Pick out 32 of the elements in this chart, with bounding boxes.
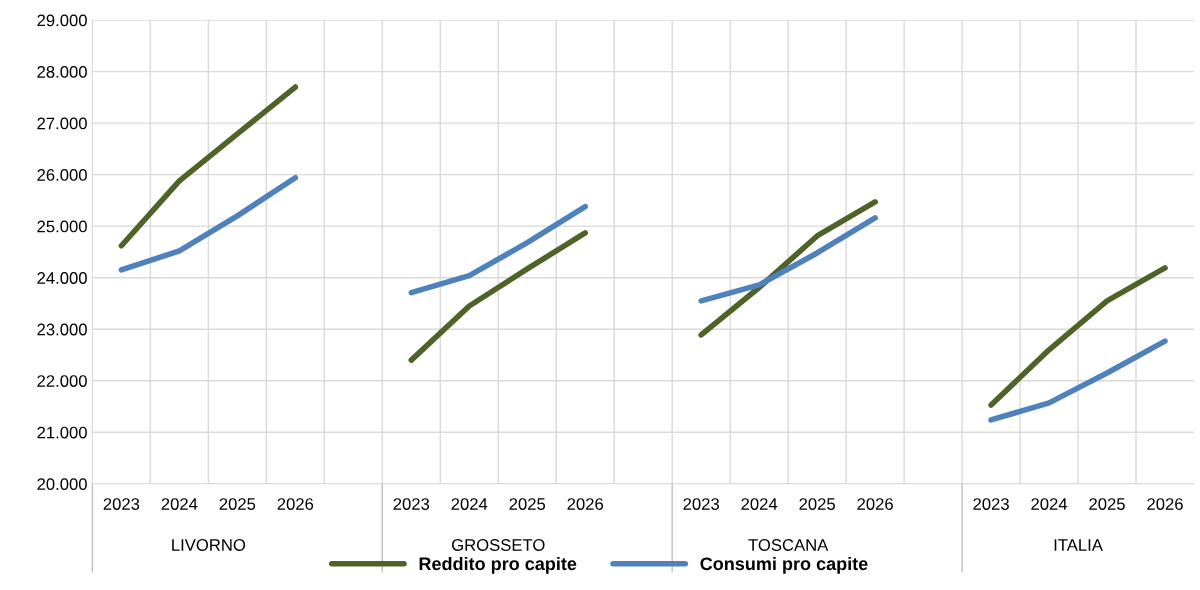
y-tick-label: 22.000: [37, 375, 87, 387]
y-tick-label: 28.000: [37, 65, 87, 78]
text: LIVORNO: [172, 539, 246, 551]
x-tick-label: 2024: [451, 498, 488, 510]
x-tick-label: 2025: [1089, 498, 1125, 510]
y-tick-label: 25.000: [37, 220, 87, 233]
x-tick-label: 2024: [741, 498, 778, 510]
x-tick-label: 2024: [161, 498, 198, 510]
text: ITALIA: [1054, 539, 1103, 551]
legend-label: Reddito pro capite: [419, 556, 577, 574]
x-tick-label: 2025: [219, 498, 256, 510]
y-tick-label: 21.000: [37, 426, 87, 439]
y-tick-label: 26.000: [37, 169, 87, 181]
y-tick-label: 24.000: [37, 272, 87, 284]
x-tick-label: 2026: [1147, 498, 1183, 510]
y-tick-label: 29.000: [37, 14, 87, 27]
text: TOSCANA: [748, 539, 829, 551]
x-tick-label: 2023: [393, 498, 430, 510]
x-tick-label: 2023: [683, 498, 719, 510]
y-tick-label: 27.000: [37, 117, 87, 130]
y-tick-label: 23.000: [37, 323, 87, 336]
x-tick-label: 2026: [857, 498, 893, 510]
x-tick-label: 2026: [567, 498, 604, 510]
x-tick-label: 2026: [277, 498, 314, 510]
text: GROSSETO: [452, 539, 545, 551]
x-tick-label: 2023: [973, 498, 1009, 510]
x-tick-label: 2023: [103, 498, 140, 510]
legend-label: Consumi pro capite: [700, 556, 868, 574]
x-tick-label: 2025: [799, 498, 835, 510]
y-tick-label: 20.000: [37, 478, 87, 490]
x-tick-label: 2024: [1031, 498, 1068, 510]
x-tick-label: 2025: [509, 498, 546, 510]
